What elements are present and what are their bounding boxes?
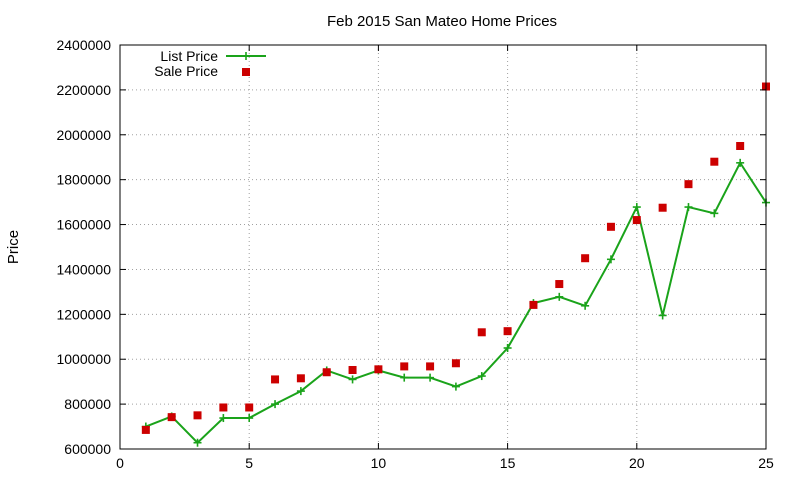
sale-price-point <box>684 180 693 189</box>
sale-price-point <box>555 280 564 289</box>
sale-price-point <box>348 365 357 374</box>
sale-price-point <box>451 359 460 368</box>
list-price-point <box>245 414 254 423</box>
grid <box>120 45 766 449</box>
list-price-point <box>219 414 228 423</box>
legend-sale-price-label: Sale Price <box>154 63 218 79</box>
legend: List Price Sale Price <box>154 48 266 79</box>
list-price-point <box>555 292 564 301</box>
sale-price-point <box>271 375 280 384</box>
list-price-point <box>477 372 486 381</box>
sale-price-point <box>710 157 719 166</box>
list-price-point <box>684 203 693 212</box>
sale-price-point <box>581 254 590 263</box>
list-price-point <box>296 387 305 396</box>
sale-price-point <box>503 327 512 336</box>
x-tick-label: 0 <box>116 455 124 471</box>
x-tick-label: 5 <box>245 455 253 471</box>
y-tick-label: 1400000 <box>56 261 111 277</box>
sale-price-point <box>193 411 202 420</box>
y-tick-label: 1000000 <box>56 351 111 367</box>
x-tick-label: 25 <box>758 455 774 471</box>
list-price-point <box>710 209 719 218</box>
list-price-point <box>581 301 590 310</box>
legend-list-price-label: List Price <box>160 48 218 64</box>
x-tick-label: 10 <box>371 455 387 471</box>
sale-price-point <box>245 403 254 412</box>
sale-price-point <box>322 368 331 377</box>
sale-price-point <box>606 222 615 231</box>
list-price-point <box>451 382 460 391</box>
x-tick-label: 15 <box>500 455 516 471</box>
list-price-point <box>400 373 409 382</box>
list-price-point <box>503 344 512 352</box>
sale-price-point <box>632 216 641 225</box>
sale-price-point <box>167 413 176 422</box>
chart-title: Feb 2015 San Mateo Home Prices <box>327 13 557 30</box>
sale-price-point <box>736 142 745 150</box>
list-price-point <box>193 438 202 447</box>
sale-price-point <box>219 403 228 412</box>
sale-price-point <box>529 300 538 309</box>
list-price-point <box>606 255 615 264</box>
y-tick-label: 800000 <box>64 396 111 412</box>
y-tick-labels: 600000 800000 1000000 1200000 1400000 1600000… <box>56 37 111 457</box>
y-tick-label: 2000000 <box>56 127 111 143</box>
list-price-series <box>141 158 770 447</box>
y-tick-label: 1600000 <box>56 217 111 233</box>
list-price-point <box>658 311 667 320</box>
legend-sale-price-swatch <box>242 68 250 76</box>
axis-ticks <box>119 44 767 450</box>
sale-price-point <box>141 425 150 434</box>
sale-price-point <box>426 362 435 371</box>
y-tick-label: 1800000 <box>56 172 111 188</box>
y-tick-label: 600000 <box>64 441 111 457</box>
sale-price-point <box>658 203 667 212</box>
y-tick-label: 2400000 <box>56 37 111 53</box>
list-price-point <box>348 375 357 384</box>
legend-list-price-marker <box>242 52 250 60</box>
y-axis-label: Price <box>5 230 22 264</box>
sale-price-point <box>400 362 409 371</box>
list-price-point <box>426 373 435 382</box>
x-tick-labels: 0 5 10 15 20 25 <box>116 455 774 471</box>
list-price-line <box>145 160 767 445</box>
sale-price-point <box>374 365 383 374</box>
y-tick-label: 2200000 <box>56 82 111 98</box>
x-tick-label: 20 <box>629 455 645 471</box>
sale-price-point <box>477 328 486 337</box>
sale-price-point <box>296 374 305 383</box>
list-price-point <box>736 158 745 167</box>
plot-border <box>119 44 767 450</box>
y-tick-label: 1200000 <box>56 306 111 322</box>
list-price-point <box>271 400 280 409</box>
list-price-point <box>632 203 641 212</box>
